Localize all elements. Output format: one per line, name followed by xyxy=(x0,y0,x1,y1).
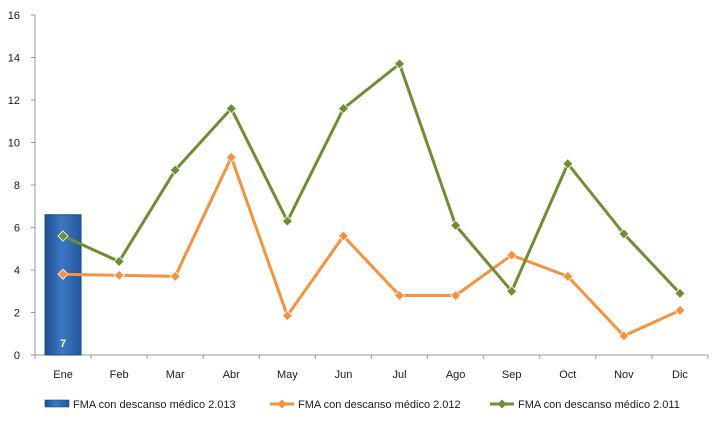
legend-swatch-marker xyxy=(497,399,507,409)
x-tick-label: Oct xyxy=(559,369,576,381)
series-line-2 xyxy=(62,62,682,295)
series-2-point-may xyxy=(281,215,293,227)
x-tick-label: Feb xyxy=(110,369,129,381)
legend-label: FMA con descanso médico 2.011 xyxy=(518,399,680,411)
legend: FMA con descanso médico 2.013 FMA con des… xyxy=(44,399,680,411)
series-2-point-oct xyxy=(562,158,574,170)
line-series xyxy=(57,58,686,342)
legend-swatch-marker xyxy=(277,399,287,409)
series-2-point-ene xyxy=(57,230,69,242)
y-tick-label: 6 xyxy=(14,223,20,235)
series-2-point-jul xyxy=(393,58,406,70)
series-2-point-dic xyxy=(674,287,686,299)
y-tick-label: 10 xyxy=(8,138,20,150)
x-tick-label: Dic xyxy=(672,369,688,381)
x-tick-label: Mar xyxy=(166,369,185,381)
y-tick-label: 2 xyxy=(14,308,20,320)
x-tick-label: Jul xyxy=(393,369,407,381)
series-2-point-feb xyxy=(113,255,125,268)
series-1-point-feb xyxy=(113,269,125,281)
y-tick-label: 16 xyxy=(8,10,20,22)
legend-label: FMA con descanso médico 2.013 xyxy=(73,399,236,411)
y-tick-label: 14 xyxy=(8,53,20,65)
series-1-point-abr xyxy=(225,151,237,163)
series-1-point-mar xyxy=(169,270,181,282)
series-1-point-ago xyxy=(450,289,462,302)
series-1-point-jul xyxy=(393,289,406,302)
series-2-point-jun xyxy=(337,102,350,115)
series-2-point-sep xyxy=(506,285,518,297)
axes: 0 2 4 6 8 10 12 14 16 Ene Feb Mar Abr May Jun Jul Ago Sep… xyxy=(8,10,709,381)
series-line-1 xyxy=(63,155,681,338)
y-tick-label: 4 xyxy=(14,265,20,277)
x-tick-label: Ene xyxy=(53,369,73,381)
x-tick-label: May xyxy=(277,369,298,381)
series-1-point-oct xyxy=(562,270,574,282)
series-2-point-nov xyxy=(618,228,630,240)
series-1-point-jun xyxy=(337,230,350,242)
series-1-point-nov xyxy=(618,330,630,342)
x-tick-label: Abr xyxy=(223,369,240,381)
x-tick-label: Sep xyxy=(502,369,522,381)
series-2-point-abr xyxy=(225,102,237,115)
series-1-point-sep xyxy=(506,249,518,261)
legend-swatch-bar xyxy=(44,399,70,408)
series-1-point-dic xyxy=(674,304,686,316)
y-tick-label: 8 xyxy=(14,180,20,192)
x-tick-label: Nov xyxy=(614,369,634,381)
y-tick-label: 0 xyxy=(14,350,20,362)
series-1-point-ene xyxy=(57,268,69,280)
x-tick-label: Jun xyxy=(335,369,353,381)
bar-data-label: 7 xyxy=(60,338,66,350)
series-1-point-may xyxy=(281,310,293,322)
series-2-point-mar xyxy=(169,164,181,176)
y-tick-label: 12 xyxy=(8,95,20,107)
legend-label: FMA con descanso médico 2.012 xyxy=(298,399,461,411)
x-tick-label: Ago xyxy=(446,369,466,381)
series-2-point-ago xyxy=(450,219,462,231)
